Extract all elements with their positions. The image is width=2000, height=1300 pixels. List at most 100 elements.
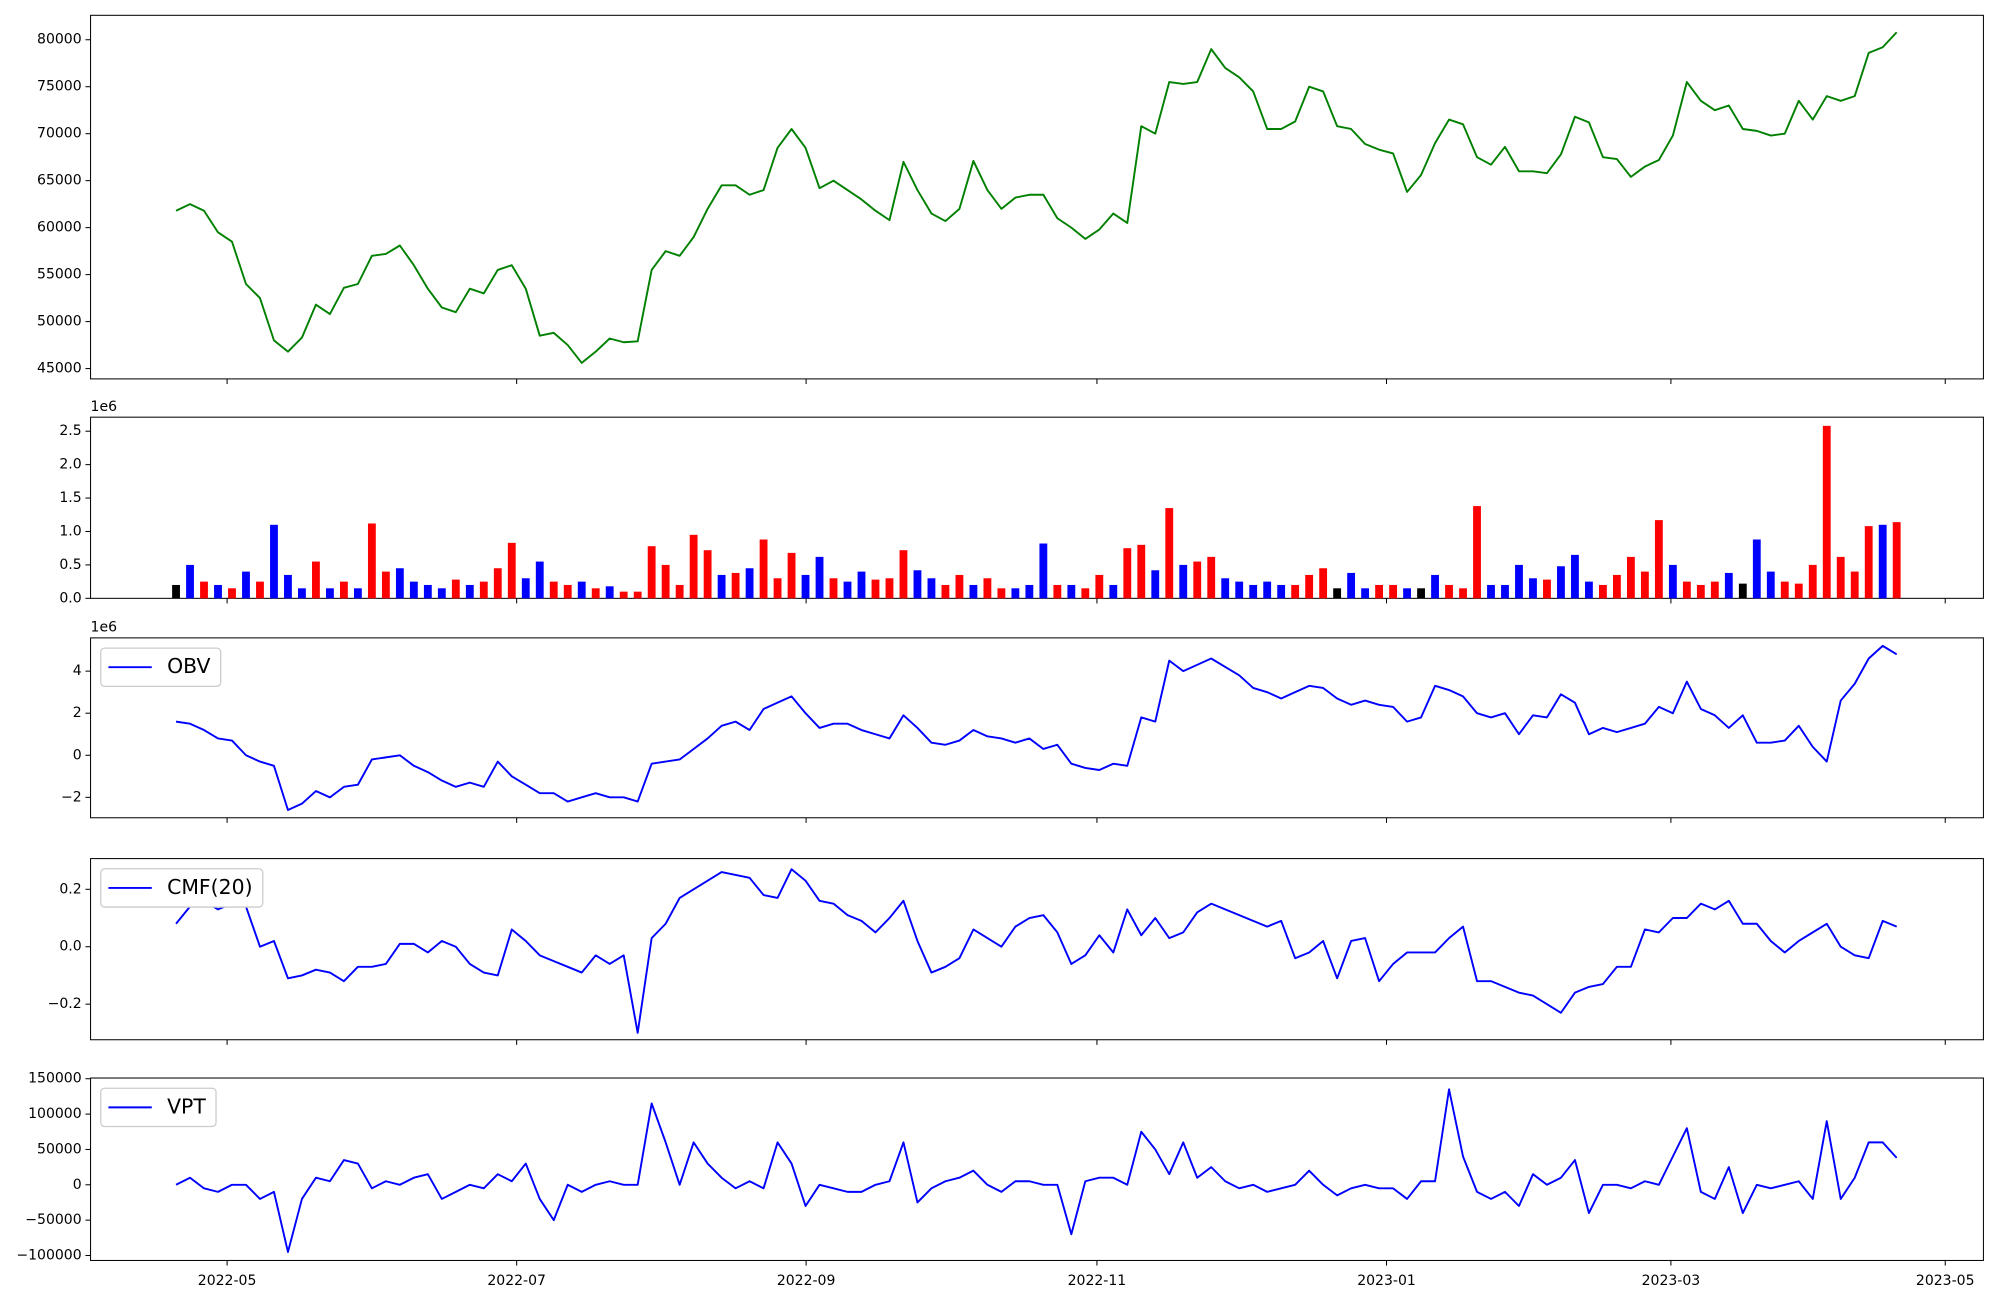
bar bbox=[270, 524, 278, 599]
x-tick-label: 2022-11 bbox=[1068, 1273, 1127, 1289]
bar bbox=[381, 571, 390, 599]
bar bbox=[1571, 554, 1579, 599]
bar bbox=[1682, 581, 1691, 599]
bar bbox=[829, 578, 838, 599]
bar bbox=[1515, 564, 1523, 599]
bar bbox=[1053, 584, 1062, 599]
bar bbox=[1710, 581, 1719, 599]
y-tick-label: 2.5 bbox=[59, 423, 81, 439]
axis-offset-label: 1e6 bbox=[91, 399, 118, 415]
bar bbox=[451, 579, 460, 599]
bar bbox=[1333, 588, 1342, 599]
bar bbox=[1263, 581, 1272, 599]
y-tick-label: 0.2 bbox=[59, 881, 81, 897]
series-line bbox=[175, 31, 1898, 364]
bar bbox=[703, 550, 712, 599]
bar bbox=[312, 561, 320, 599]
bar bbox=[1654, 520, 1663, 599]
bar bbox=[1626, 556, 1635, 599]
bar bbox=[214, 584, 222, 599]
bar bbox=[801, 574, 810, 599]
bar bbox=[1431, 574, 1439, 599]
x-tick-label: 2022-09 bbox=[777, 1273, 836, 1289]
bar bbox=[1011, 588, 1020, 599]
bar bbox=[1543, 579, 1551, 599]
bar bbox=[1221, 578, 1230, 599]
bar bbox=[577, 581, 586, 599]
y-tick-label: 0 bbox=[73, 747, 82, 763]
bar bbox=[1459, 588, 1467, 599]
bar bbox=[1487, 584, 1495, 599]
bar bbox=[661, 564, 670, 599]
bar bbox=[1235, 581, 1244, 599]
bar bbox=[535, 561, 544, 599]
bar bbox=[591, 588, 600, 599]
x-tick-label: 2022-07 bbox=[487, 1273, 546, 1289]
bar bbox=[1878, 524, 1887, 599]
y-tick-label: 70000 bbox=[37, 126, 82, 142]
y-tick-label: 60000 bbox=[37, 220, 82, 236]
bar bbox=[983, 578, 992, 599]
bar bbox=[1752, 539, 1761, 599]
bar bbox=[913, 570, 922, 599]
y-tick-label: 75000 bbox=[37, 79, 82, 95]
bar bbox=[899, 550, 908, 599]
bar bbox=[1417, 588, 1425, 599]
y-tick-label: 0.5 bbox=[59, 557, 81, 573]
bar bbox=[1612, 574, 1621, 599]
x-tick-label: 2022-05 bbox=[198, 1273, 257, 1289]
bar bbox=[843, 581, 852, 599]
y-tick-label: −100000 bbox=[16, 1248, 81, 1264]
y-tick-label: 45000 bbox=[37, 361, 82, 377]
legend-label: OBV bbox=[167, 654, 210, 678]
bar bbox=[745, 568, 754, 599]
bar bbox=[997, 588, 1006, 599]
bar bbox=[1598, 584, 1607, 599]
plot-frame bbox=[90, 14, 1984, 380]
bar bbox=[815, 556, 824, 599]
bar bbox=[423, 584, 432, 599]
bar bbox=[759, 539, 768, 599]
bar bbox=[969, 584, 978, 599]
bar bbox=[353, 588, 362, 599]
bar bbox=[563, 584, 572, 599]
bar bbox=[228, 588, 236, 599]
bar bbox=[1501, 584, 1509, 599]
bar bbox=[242, 571, 250, 599]
bar bbox=[298, 588, 306, 599]
bar bbox=[1780, 581, 1789, 599]
bar bbox=[1822, 425, 1831, 599]
bar bbox=[647, 546, 656, 599]
y-tick-label: 55000 bbox=[37, 267, 82, 283]
bar bbox=[493, 568, 502, 599]
bar bbox=[1850, 571, 1859, 599]
y-tick-label: 65000 bbox=[37, 173, 82, 189]
plot-frame bbox=[90, 1077, 1984, 1261]
y-tick-label: 100000 bbox=[28, 1106, 82, 1122]
legend-box bbox=[100, 647, 222, 687]
bar bbox=[549, 581, 558, 599]
bar bbox=[955, 574, 964, 599]
axis-offset-label: 1e6 bbox=[91, 620, 118, 636]
bar bbox=[409, 581, 418, 599]
bar bbox=[1375, 584, 1384, 599]
bar bbox=[717, 574, 726, 599]
bar bbox=[1668, 564, 1677, 599]
series-line bbox=[175, 868, 1898, 1034]
legend-box bbox=[100, 1087, 217, 1128]
bar bbox=[1305, 574, 1314, 599]
bar bbox=[633, 591, 642, 599]
bar bbox=[1864, 526, 1873, 599]
bar bbox=[437, 588, 446, 599]
bar bbox=[186, 564, 194, 599]
bar bbox=[1109, 584, 1118, 599]
bar bbox=[941, 584, 950, 599]
bar bbox=[367, 523, 376, 599]
bar bbox=[1696, 584, 1705, 599]
bar bbox=[1361, 588, 1370, 599]
bar bbox=[1095, 574, 1104, 599]
bar bbox=[1738, 583, 1747, 599]
bar bbox=[1123, 548, 1132, 599]
y-tick-label: 80000 bbox=[37, 32, 82, 48]
